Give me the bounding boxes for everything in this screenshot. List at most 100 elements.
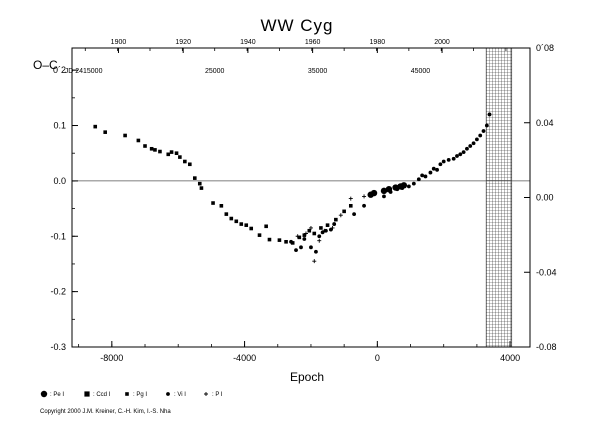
data-point: [465, 146, 469, 151]
data-point: [166, 152, 171, 157]
data-point: [93, 124, 98, 129]
legend-label: : Pe I: [50, 392, 64, 398]
data-point: [169, 150, 174, 154]
legend-label: : Ccd I: [93, 392, 111, 398]
data-point: [178, 155, 182, 159]
chart-title: WW Cyg: [260, 16, 333, 35]
data-points: [93, 112, 492, 264]
data-point: [277, 238, 282, 242]
data-point: [317, 238, 322, 243]
y-axis-label: O–C: [33, 58, 58, 72]
legend-marker: [204, 392, 208, 396]
data-point: [342, 209, 346, 214]
top-year-axis: 1900 1920 1940 1960 1980 2000 JD 2415000 25000 3…: [65, 39, 507, 75]
right-y-tick-label: 0.00: [536, 193, 554, 203]
data-point: [312, 231, 317, 236]
data-point: [257, 233, 262, 237]
data-point: [332, 222, 337, 226]
left-y-tick-label: 0´2: [53, 65, 66, 75]
top-year-label: 1960: [305, 39, 321, 46]
data-point: [297, 235, 302, 240]
left-y-axis: -0.3 -0.2 -0.1 0.0 0.1 0´2: [50, 65, 78, 352]
data-point: [188, 162, 192, 167]
x-axis-label: Epoch: [290, 370, 324, 384]
data-point: [458, 152, 463, 157]
data-point: [149, 146, 154, 151]
left-y-tick-label: -0.3: [50, 342, 66, 352]
data-point: [441, 159, 446, 164]
jd-label: 35000: [308, 68, 328, 75]
data-point: [267, 237, 272, 242]
data-point: [229, 216, 234, 221]
data-point: [314, 249, 318, 254]
data-point: [320, 230, 325, 235]
data-point: [143, 144, 147, 148]
top-year-label: 1940: [240, 39, 256, 46]
data-point: [307, 228, 312, 233]
data-point: [420, 173, 425, 178]
data-point: [303, 231, 308, 236]
data-point: [264, 224, 268, 229]
data-point: [239, 222, 244, 226]
hatched-region: [485, 47, 513, 348]
data-point: [302, 233, 307, 237]
data-point: [423, 174, 428, 179]
data-point: [484, 123, 489, 128]
right-y-tick-label: 0.04: [536, 118, 554, 128]
data-point: [451, 156, 456, 161]
data-point: [352, 212, 357, 217]
left-y-tick-label: -0.2: [50, 287, 66, 297]
jd-label: JD 2415000: [65, 68, 103, 75]
data-point: [299, 245, 303, 250]
data-point: [338, 213, 343, 218]
data-point: [312, 259, 317, 264]
data-point: [400, 182, 408, 189]
top-year-label: 1980: [370, 39, 386, 46]
data-point: [211, 201, 215, 205]
data-point: [487, 112, 492, 117]
data-point: [382, 194, 386, 199]
left-y-tick-label: 0.1: [53, 121, 66, 131]
data-point: [446, 157, 451, 162]
data-point: [319, 226, 323, 230]
data-point: [322, 228, 327, 233]
data-point: [289, 239, 293, 244]
right-y-tick-label: -0.08: [536, 342, 557, 352]
data-point: [325, 223, 330, 227]
legend-label: : Vi I: [174, 392, 186, 398]
data-point: [468, 144, 473, 148]
data-point: [328, 227, 333, 232]
data-point: [295, 234, 300, 239]
data-point: [249, 226, 254, 231]
data-point: [478, 133, 483, 138]
x-tick-label: -4000: [233, 353, 256, 363]
left-y-tick-label: -0.1: [50, 231, 66, 241]
data-point: [302, 237, 307, 241]
data-point: [294, 248, 298, 253]
x-tick-label: 0: [375, 353, 380, 363]
copyright-text: Copyright 2000 J.M. Kreiner, C.-H. Kim, …: [40, 409, 171, 415]
data-point: [330, 225, 335, 230]
legend-label: : P I: [212, 392, 223, 398]
data-point: [481, 129, 486, 133]
legend-marker: [84, 391, 90, 397]
data-point: [199, 186, 204, 190]
data-point: [416, 177, 421, 182]
data-point: [370, 189, 378, 197]
data-point: [380, 187, 388, 195]
data-point: [348, 196, 353, 201]
legend: : Pe I: Ccd I: Pg I: Vi I: P I: [40, 390, 223, 398]
data-point: [183, 159, 187, 164]
x-tick-label: 4000: [500, 353, 520, 363]
data-point: [362, 203, 366, 208]
right-y-tick-label: -0.04: [536, 267, 557, 277]
data-point: [317, 234, 322, 239]
data-point: [438, 162, 443, 167]
data-point: [461, 150, 466, 154]
data-point: [406, 184, 411, 189]
top-year-label: 2000: [434, 39, 450, 46]
jd-label: 25000: [205, 68, 225, 75]
data-point: [219, 204, 224, 208]
data-point: [234, 219, 239, 224]
